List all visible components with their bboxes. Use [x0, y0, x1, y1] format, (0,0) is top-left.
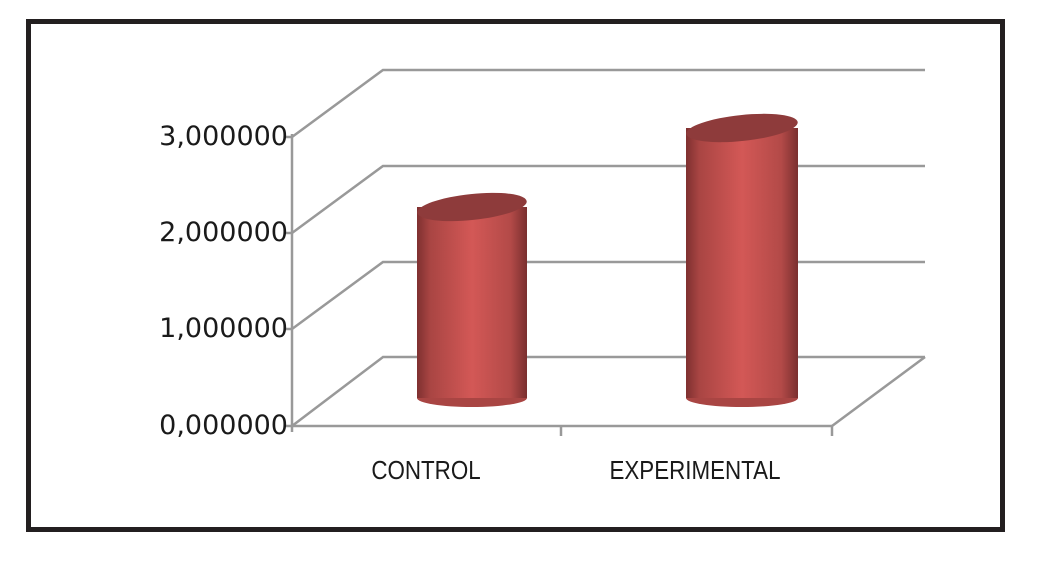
y-tick-label: 0,000000 — [159, 410, 288, 441]
gridline-3 — [291, 68, 925, 139]
x-category-experimental: EXPERIMENTAL — [609, 455, 781, 485]
y-tick-label: 3,000000 — [159, 121, 288, 152]
gridline-2 — [291, 164, 925, 235]
y-tick-label: 2,000000 — [159, 217, 288, 248]
floor-right-edge — [831, 355, 926, 428]
y-tick-label: 1,000000 — [159, 313, 288, 344]
gridline-0 — [291, 355, 925, 427]
axes — [285, 134, 834, 436]
bar-control — [417, 192, 527, 407]
bar-experimental — [686, 113, 798, 407]
gridline-1 — [291, 260, 925, 331]
gridlines — [291, 68, 926, 428]
x-category-control: CONTROL — [371, 455, 481, 485]
